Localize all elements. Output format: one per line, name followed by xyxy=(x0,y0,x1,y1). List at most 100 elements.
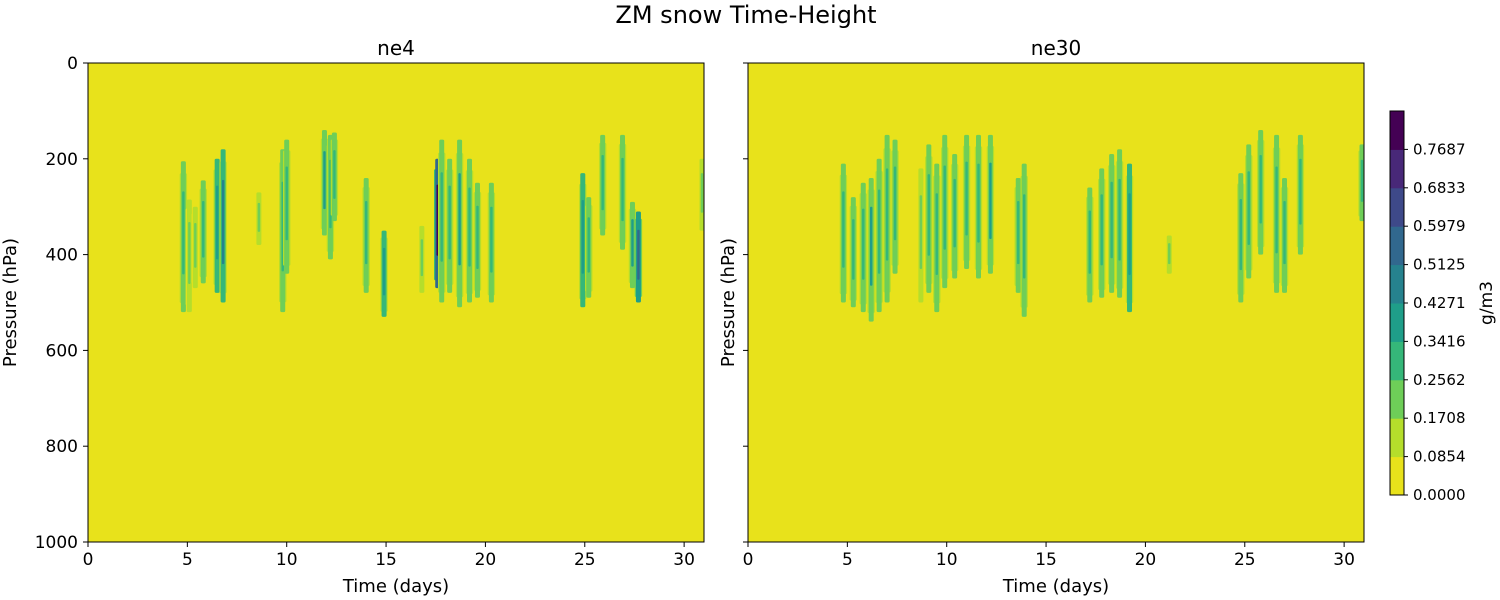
feature-core xyxy=(621,157,624,222)
y-tick-label: 800 xyxy=(46,437,78,457)
colorbar-segment xyxy=(1390,341,1404,381)
colorbar-tick-label: 0.5125 xyxy=(1413,256,1466,274)
feature-core xyxy=(965,161,968,236)
feature-core xyxy=(1110,181,1113,259)
colorbar-tick-label: 0.5979 xyxy=(1413,217,1466,235)
colorbar-segment xyxy=(1390,187,1404,227)
feature-core xyxy=(852,219,855,280)
feature-core xyxy=(927,174,931,256)
x-tick-label: 30 xyxy=(673,550,695,570)
feature-core xyxy=(862,208,865,280)
feature-core xyxy=(1239,199,1242,271)
x-tick-label: 0 xyxy=(743,550,754,570)
colorbar-tick-label: 0.6833 xyxy=(1413,179,1466,197)
feature-core xyxy=(953,178,956,248)
feature-core xyxy=(1247,171,1250,246)
feature-core xyxy=(285,166,288,241)
x-tick-label: 25 xyxy=(574,550,596,570)
colorbar-tick-label: 0.3416 xyxy=(1413,332,1466,350)
colorbar-label: g/m3 xyxy=(1477,281,1497,325)
feature-core xyxy=(1259,154,1262,224)
feature-core xyxy=(637,229,640,280)
feature-core xyxy=(468,187,471,267)
x-axis-label: Time (days) xyxy=(1002,576,1109,597)
plot-background xyxy=(748,63,1364,542)
x-tick-label: 20 xyxy=(475,550,497,570)
y-tick-label: 0 xyxy=(67,54,78,74)
colorbar-tick-label: 0.0854 xyxy=(1413,448,1466,466)
y-tick-label: 200 xyxy=(46,150,78,170)
colorbar-segment xyxy=(1390,226,1404,266)
colorbar-tick-label: 0.2562 xyxy=(1413,371,1466,389)
panel-subtitle: ne30 xyxy=(1031,36,1081,60)
feature-core xyxy=(490,206,493,273)
colorbar-segment xyxy=(1390,379,1404,419)
feature-core xyxy=(919,195,923,269)
feature-core xyxy=(194,222,197,268)
feature-core xyxy=(1275,166,1278,254)
feature-core xyxy=(215,185,219,260)
x-tick-label: 25 xyxy=(1234,550,1256,570)
plot-frame xyxy=(87,62,705,543)
feature-core xyxy=(581,199,584,274)
feature-core xyxy=(182,191,185,275)
feature-core xyxy=(1023,194,1026,279)
feature-core xyxy=(1360,159,1364,202)
y-axis-label: Pressure (hPa) xyxy=(0,238,21,367)
y-tick-label: 1000 xyxy=(35,533,78,553)
feature-core xyxy=(870,206,873,286)
snow-field xyxy=(839,130,1364,322)
colorbar-tick-label: 0.7687 xyxy=(1413,140,1466,158)
colorbar-tick-label: 0.4271 xyxy=(1413,294,1466,312)
feature-core xyxy=(631,219,634,267)
feature-core xyxy=(587,217,590,273)
feature-core xyxy=(1118,178,1121,261)
colorbar-tick-label: 0.0000 xyxy=(1413,486,1466,504)
feature-core xyxy=(420,239,424,277)
feature-core xyxy=(989,162,992,240)
feature-core xyxy=(188,222,191,284)
feature-core xyxy=(364,200,368,265)
x-tick-label: 15 xyxy=(1035,550,1057,570)
x-tick-label: 5 xyxy=(842,550,853,570)
y-tick-label: 400 xyxy=(46,246,78,266)
colorbar-segment xyxy=(1390,111,1404,150)
y-axis-label: Pressure (hPa) xyxy=(718,238,739,367)
feature-core xyxy=(1100,194,1103,266)
feature-core xyxy=(1168,243,1171,265)
colorbar-segment xyxy=(1390,149,1404,189)
feature-core xyxy=(323,151,326,210)
feature-core xyxy=(333,150,336,199)
panel-ne4: ne4 0 5 10 15 20 25 30 Time (days) 0 200 400 600 800 1… xyxy=(0,36,705,597)
feature-core xyxy=(382,247,386,296)
feature-core xyxy=(476,205,479,269)
feature-core xyxy=(1299,158,1302,225)
feature-core xyxy=(257,202,261,232)
feature-core xyxy=(601,154,604,211)
x-tick-label: 0 xyxy=(83,550,94,570)
colorbar: 0.0000 0.0854 0.1708 0.2562 0.3416 0.4271 0.51… xyxy=(1389,110,1497,504)
panel-subtitle: ne4 xyxy=(377,36,415,60)
feature-core xyxy=(943,165,946,250)
colorbar-segment xyxy=(1390,456,1404,496)
x-tick-label: 20 xyxy=(1135,550,1157,570)
x-tick-label: 10 xyxy=(936,550,958,570)
feature-core xyxy=(440,172,443,262)
feature-core xyxy=(893,166,897,241)
colorbar-segment xyxy=(1390,418,1404,458)
feature-core xyxy=(700,173,704,213)
feature-core xyxy=(935,193,938,275)
plot-frame xyxy=(747,62,1365,543)
x-axis-label: Time (days) xyxy=(342,576,449,597)
feature-core xyxy=(877,189,881,274)
x-tick-label: 15 xyxy=(375,550,397,570)
feature-core xyxy=(448,185,451,260)
feature-core xyxy=(1128,193,1131,275)
feature-core xyxy=(202,200,205,258)
panel-ne30: ne30 0 5 10 15 20 25 30 Time (days) Pressure (hPa… xyxy=(718,36,1365,597)
x-tick-label: 5 xyxy=(182,550,193,570)
x-tick-label: 30 xyxy=(1333,550,1355,570)
figure-title: ZM snow Time-Height xyxy=(615,1,876,29)
feature-core xyxy=(885,168,889,261)
